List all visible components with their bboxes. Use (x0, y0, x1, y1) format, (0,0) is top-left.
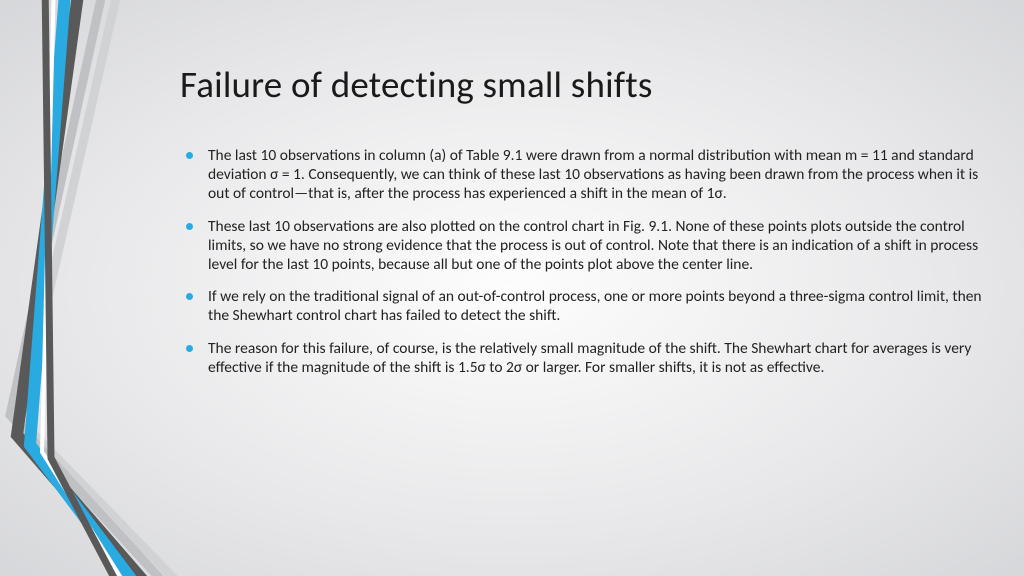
bullet-item: The reason for this failure, of course, … (180, 340, 984, 378)
bullet-list: The last 10 observations in column (a) o… (180, 147, 984, 378)
content-area: Failure of detecting small shifts The la… (180, 10, 984, 556)
slide-title: Failure of detecting small shifts (180, 62, 984, 107)
bullet-item: The last 10 observations in column (a) o… (180, 147, 984, 204)
slide-accent-chevron (0, 0, 200, 576)
bullet-item: These last 10 observations are also plot… (180, 218, 984, 275)
bullet-item: If we rely on the traditional signal of … (180, 288, 984, 326)
slide: Failure of detecting small shifts The la… (0, 0, 1024, 576)
